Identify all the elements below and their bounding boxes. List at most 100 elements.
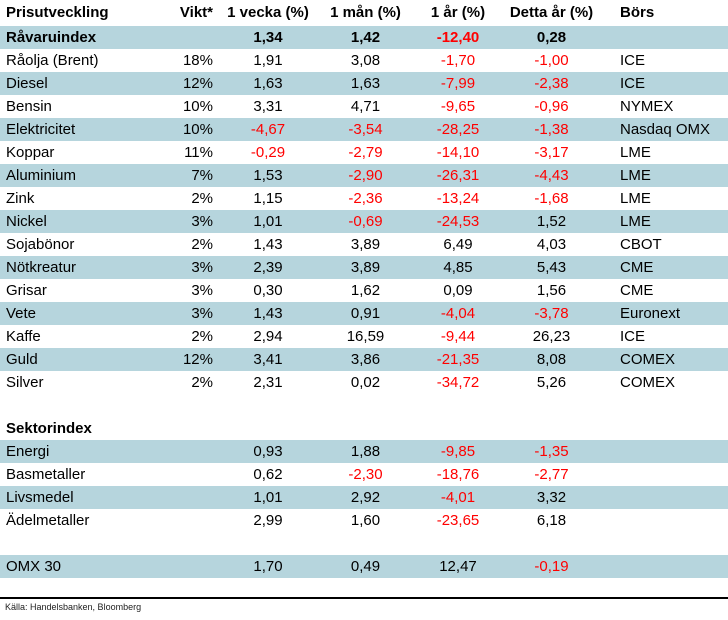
cell-bors (600, 417, 728, 440)
cell-name (0, 394, 160, 417)
cell-man (318, 532, 413, 555)
column-header-prisutveckling: Prisutveckling (6, 4, 109, 21)
cell-ar (413, 394, 503, 417)
cell-man (318, 394, 413, 417)
cell-ar: -24,53 (436, 213, 480, 230)
cell-man: 0,91 (350, 305, 381, 322)
table-row: Nötkreatur 3% 2,39 3,89 4,85 5,43 CME (0, 256, 728, 279)
cell-ar: -12,40 (436, 29, 480, 46)
cell-name: Diesel (6, 75, 48, 92)
cell-detta: 6,18 (536, 512, 567, 529)
column-header-1-man: 1 mån (%) (330, 4, 401, 21)
cell-name: Nötkreatur (6, 259, 77, 276)
cell-vikt: 12% (182, 75, 213, 92)
cell-vikt: 10% (182, 121, 213, 138)
cell-name: Råolja (Brent) (6, 52, 99, 69)
cell-ar: -23,65 (436, 512, 480, 529)
cell-man: -3,54 (348, 121, 383, 138)
table-row: Basmetaller 0,62 -2,30 -18,76 -2,77 (0, 463, 728, 486)
table-row: Livsmedel 1,01 2,92 -4,01 3,32 (0, 486, 728, 509)
cell-vikt: 2% (191, 190, 213, 207)
cell-ar: -4,04 (440, 305, 476, 322)
cell-ar: -9,85 (440, 443, 476, 460)
cell-name: OMX 30 (6, 558, 62, 575)
cell-name: Elektricitet (6, 121, 76, 138)
cell-detta: -1,00 (534, 52, 569, 69)
cell-man: -2,30 (348, 466, 383, 483)
cell-ar: -13,24 (436, 190, 480, 207)
cell-name: Råvaruindex (6, 29, 97, 46)
cell-bors: ICE (620, 328, 646, 345)
cell-bors: LME (620, 213, 651, 230)
cell-bors (600, 394, 728, 417)
table-body: Råvaruindex 1,34 1,42 -12,40 0,28 Råolja (Bre… (0, 26, 728, 578)
cell-man: 2,92 (350, 489, 381, 506)
cell-detta: -3,78 (534, 305, 569, 322)
cell-ar (413, 417, 503, 440)
cell-man: 3,89 (350, 259, 381, 276)
cell-vikt: 3% (191, 259, 213, 276)
cell-bors: COMEX (620, 374, 676, 391)
cell-man: 16,59 (346, 328, 385, 345)
cell-bors: LME (620, 144, 651, 161)
cell-vikt: 3% (191, 282, 213, 299)
cell-vecka: -4,67 (250, 121, 286, 138)
cell-vikt: 7% (191, 167, 213, 184)
cell-man (318, 417, 413, 440)
cell-man: 1,42 (350, 29, 381, 46)
cell-man: -2,36 (348, 190, 383, 207)
cell-detta: -2,38 (534, 75, 569, 92)
cell-vecka: 1,01 (253, 489, 283, 506)
cell-detta: -2,77 (534, 466, 569, 483)
table-row: Koppar 11% -0,29 -2,79 -14,10 -3,17 LME (0, 141, 728, 164)
cell-bors: COMEX (620, 351, 676, 368)
cell-bors: ICE (620, 75, 646, 92)
cell-ar: -34,72 (436, 374, 480, 391)
cell-vecka: 1,01 (253, 213, 283, 230)
cell-name: Zink (6, 190, 35, 207)
cell-detta (503, 394, 600, 417)
column-header-detta-ar: Detta år (%) (509, 4, 594, 21)
cell-name: Basmetaller (6, 466, 86, 483)
cell-ar: -9,65 (440, 98, 476, 115)
cell-name: Silver (6, 374, 44, 391)
cell-vikt (160, 417, 218, 440)
cell-detta: 26,23 (532, 328, 571, 345)
table-row: Energi 0,93 1,88 -9,85 -1,35 (0, 440, 728, 463)
cell-man: 0,02 (350, 374, 381, 391)
column-header-1-vecka: 1 vecka (%) (227, 4, 309, 21)
cell-bors: LME (620, 190, 651, 207)
cell-detta: 5,26 (536, 374, 567, 391)
table-row: Elektricitet 10% -4,67 -3,54 -28,25 -1,38 Nasd… (0, 118, 728, 141)
cell-vikt (160, 555, 218, 578)
table-row: Vete 3% 1,43 0,91 -4,04 -3,78 Euronext (0, 302, 728, 325)
cell-vecka: -0,29 (250, 144, 286, 161)
table-header-row: Prisutveckling Vikt* 1 vecka (%) 1 mån (… (0, 0, 728, 26)
cell-bors: CME (620, 259, 654, 276)
cell-name: Nickel (6, 213, 47, 230)
cell-ar (413, 532, 503, 555)
cell-vecka: 1,43 (253, 236, 283, 253)
cell-vikt (160, 509, 218, 532)
cell-vecka: 2,39 (253, 259, 283, 276)
spacer-row (0, 532, 728, 555)
cell-vikt: 18% (182, 52, 213, 69)
cell-detta: -0,96 (534, 98, 569, 115)
cell-detta (503, 417, 600, 440)
cell-name: Ädelmetaller (6, 512, 90, 529)
table-row: Bensin 10% 3,31 4,71 -9,65 -0,96 NYMEX (0, 95, 728, 118)
cell-vecka: 2,99 (253, 512, 283, 529)
cell-detta: -0,19 (534, 558, 569, 575)
cell-ar: -1,70 (440, 52, 476, 69)
cell-name: Vete (6, 305, 37, 322)
cell-detta: -1,68 (534, 190, 569, 207)
table-row: Grisar 3% 0,30 1,62 0,09 1,56 CME (0, 279, 728, 302)
cell-ar: -26,31 (436, 167, 480, 184)
cell-man: 1,62 (350, 282, 381, 299)
cell-detta: 1,56 (536, 282, 567, 299)
cell-name: Kaffe (6, 328, 41, 345)
cell-ar: 12,47 (439, 558, 477, 575)
cell-ar: -28,25 (436, 121, 480, 138)
cell-vecka: 1,70 (253, 558, 283, 575)
cell-ar: 4,85 (443, 259, 473, 276)
